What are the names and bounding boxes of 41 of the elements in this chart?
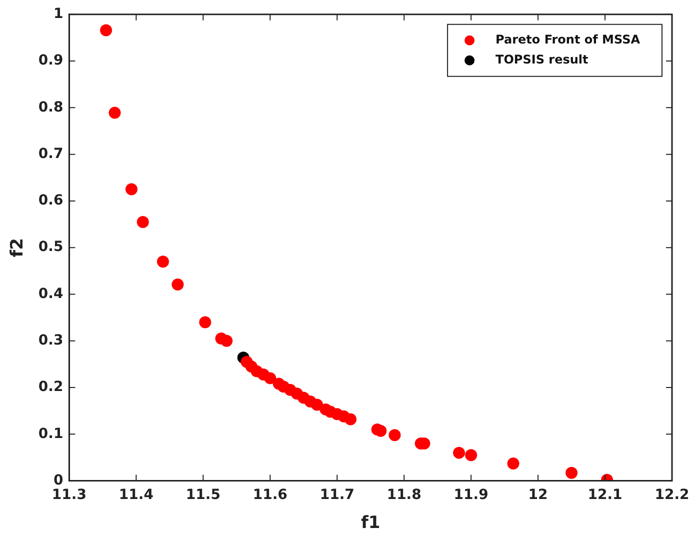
y-tick-label: 0.4 xyxy=(38,286,64,302)
point xyxy=(220,334,233,347)
y-tick-label: 0.7 xyxy=(38,146,64,162)
point xyxy=(507,458,520,470)
legend-label: TOPSIS result xyxy=(496,52,589,67)
y-tick-label: 0.3 xyxy=(38,332,64,349)
point xyxy=(108,106,121,119)
point xyxy=(465,449,478,462)
x-tick-label: 12.1 xyxy=(588,486,622,503)
x-tick-label: 12.2 xyxy=(654,486,690,503)
y-tick-label: 1 xyxy=(53,6,64,22)
y-tick-label: 0.8 xyxy=(38,99,64,116)
legend-label: Pareto Front of MSSA xyxy=(496,32,641,47)
point xyxy=(566,466,578,479)
y-tick-label: 0.9 xyxy=(38,52,64,69)
x-tick-label: 11.8 xyxy=(386,486,422,503)
point xyxy=(311,398,324,411)
y-tick-label: 0.2 xyxy=(38,379,64,396)
x-tick-label: 11.4 xyxy=(118,486,154,503)
x-tick-label: 11.3 xyxy=(52,486,86,503)
point xyxy=(388,429,401,442)
x-tick-label: 11.9 xyxy=(454,486,488,503)
x-tick-label: 11.7 xyxy=(320,486,354,503)
point xyxy=(125,183,138,196)
point xyxy=(172,278,184,290)
point xyxy=(344,413,357,426)
y-tick-label: 0.5 xyxy=(38,239,64,256)
x-tick-label: 12 xyxy=(528,486,548,503)
point xyxy=(156,256,169,268)
x-tick-label: 11.5 xyxy=(186,486,220,503)
x-tick-label: 11.6 xyxy=(252,486,288,503)
y-tick-label: 0.1 xyxy=(38,426,64,442)
y-tick-label: 0.6 xyxy=(38,192,64,209)
y-tick-label: 0 xyxy=(53,472,64,488)
point xyxy=(136,216,149,228)
point xyxy=(100,24,112,36)
point xyxy=(453,446,466,459)
point xyxy=(199,316,212,328)
x-axis-title: f1 xyxy=(360,513,380,534)
y-axis-title: f2 xyxy=(8,238,28,258)
point xyxy=(264,372,276,384)
